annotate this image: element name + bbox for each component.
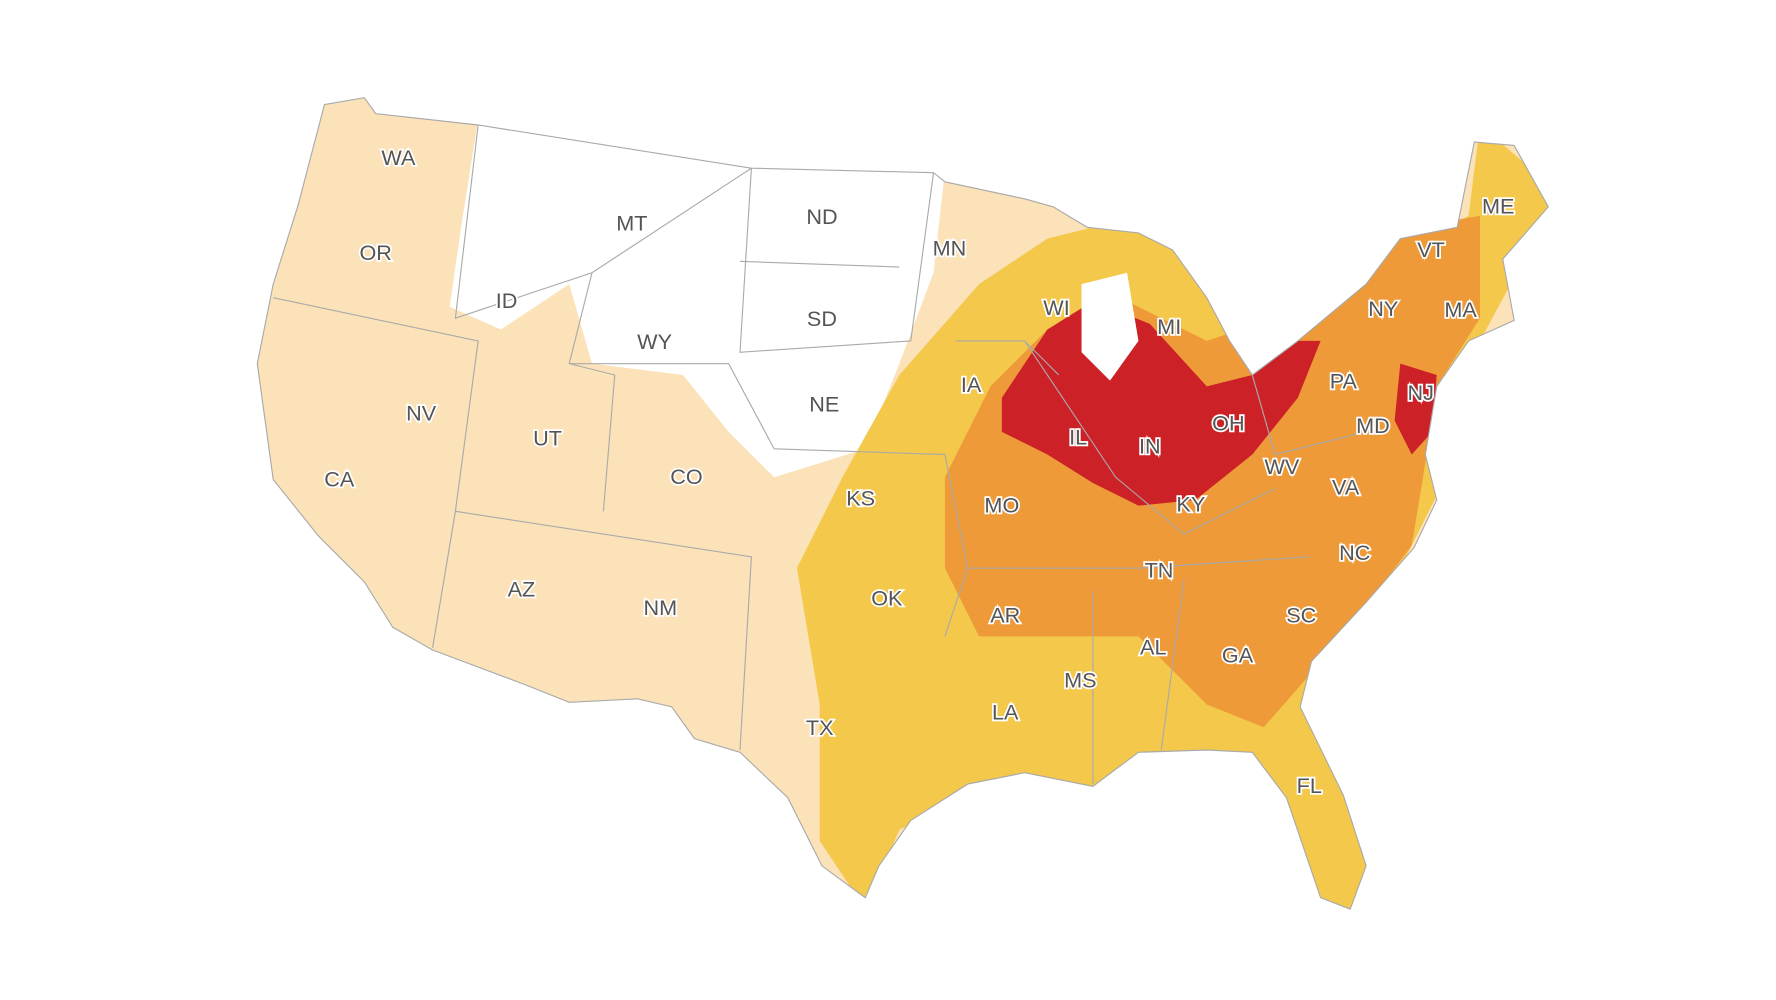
state-label: IN xyxy=(1139,433,1161,458)
state-label: OR xyxy=(359,240,391,265)
state-label: NY xyxy=(1368,296,1398,321)
state-label: OK xyxy=(871,586,903,611)
state-label: WY xyxy=(637,329,672,354)
state-label: LA xyxy=(992,699,1019,724)
state-label: UT xyxy=(533,425,562,450)
state-label: MO xyxy=(984,493,1019,518)
state-label: MD xyxy=(1356,413,1390,438)
heat-layers xyxy=(257,97,1549,910)
low-layer xyxy=(449,119,945,478)
state-label: KS xyxy=(846,486,875,511)
state-label: SD xyxy=(807,306,837,331)
state-label: VA xyxy=(1332,474,1360,499)
state-label: FL xyxy=(1297,773,1322,798)
state-label: NM xyxy=(643,595,677,620)
state-labels: WA OR CA ID NV MT WY UT CO AZ NM ND SD N… xyxy=(323,143,1517,800)
state-label: MA xyxy=(1444,297,1477,322)
state-label: KY xyxy=(1176,491,1205,516)
state-label: MS xyxy=(1064,668,1096,693)
state-label: MN xyxy=(933,236,967,261)
state-label: ME xyxy=(1482,194,1514,219)
state-label: IA xyxy=(961,372,982,397)
state-label: MT xyxy=(616,211,647,236)
state-label: TX xyxy=(806,715,834,740)
state-borders xyxy=(256,97,1549,910)
state-label: AL xyxy=(1140,635,1166,660)
state-label: WA xyxy=(381,145,416,170)
state-label: OH xyxy=(1212,411,1244,436)
state-label: NV xyxy=(406,400,437,425)
state-label: NJ xyxy=(1408,380,1434,405)
state-label: NC xyxy=(1339,540,1370,565)
state-label: VT xyxy=(1417,237,1445,262)
state-label: AZ xyxy=(508,577,536,602)
state-label: GA xyxy=(1222,643,1254,668)
state-label: MI xyxy=(1157,314,1181,339)
state-label: TN xyxy=(1145,557,1174,582)
state-label: NE xyxy=(809,391,839,416)
state-label: WV xyxy=(1264,454,1299,479)
state-label: CA xyxy=(324,466,355,491)
state-label: ND xyxy=(806,204,837,229)
state-label: ID xyxy=(496,288,518,313)
state-label: WI xyxy=(1043,295,1069,320)
state-label: SC xyxy=(1286,603,1316,628)
state-label: AR xyxy=(990,603,1020,628)
top-layer xyxy=(1394,363,1437,455)
state-label: CO xyxy=(670,464,702,489)
lake xyxy=(1081,272,1139,381)
state-label: PA xyxy=(1330,369,1358,394)
state-label: IL xyxy=(1069,424,1087,449)
